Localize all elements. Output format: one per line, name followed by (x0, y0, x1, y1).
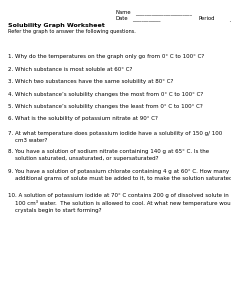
Text: Solubility Graph Worksheet: Solubility Graph Worksheet (8, 23, 105, 28)
Text: Date: Date (116, 16, 128, 22)
Text: 5. Which substance’s solubility changes the least from 0° C to 100° C?: 5. Which substance’s solubility changes … (8, 104, 203, 110)
Text: 2. Which substance is most soluble at 60° C?: 2. Which substance is most soluble at 60… (8, 67, 132, 72)
Text: 1. Why do the temperatures on the graph only go from 0° C to 100° C?: 1. Why do the temperatures on the graph … (8, 54, 204, 59)
Text: 7. At what temperature does potassium iodide have a solubility of 150 g/ 100
   : 7. At what temperature does potassium io… (8, 131, 222, 143)
Text: 6. What is the solubility of potassium nitrate at 90° C?: 6. What is the solubility of potassium n… (8, 116, 158, 122)
Text: 4. Which substance’s solubility changes the most from 0° C to 100° C?: 4. Which substance’s solubility changes … (8, 92, 203, 97)
Text: 3. Which two substances have the same solubility at 80° C?: 3. Which two substances have the same so… (8, 79, 173, 84)
Text: ________________________: ________________________ (135, 11, 192, 16)
Text: Name: Name (116, 11, 131, 16)
Text: ____________: ____________ (132, 16, 161, 22)
Text: Refer the graph to answer the following questions.: Refer the graph to answer the following … (8, 29, 136, 34)
Text: 10. A solution of potassium iodide at 70° C contains 200 g of dissolved solute i: 10. A solution of potassium iodide at 70… (8, 194, 231, 213)
Text: 9. You have a solution of potassium chlorate containing 4 g at 60° C. How many
 : 9. You have a solution of potassium chlo… (8, 169, 231, 181)
Text: 8. You have a solution of sodium nitrate containing 140 g at 65° C. Is the
    s: 8. You have a solution of sodium nitrate… (8, 149, 209, 161)
Text: ________: ________ (229, 16, 231, 22)
Text: Period: Period (199, 16, 215, 22)
